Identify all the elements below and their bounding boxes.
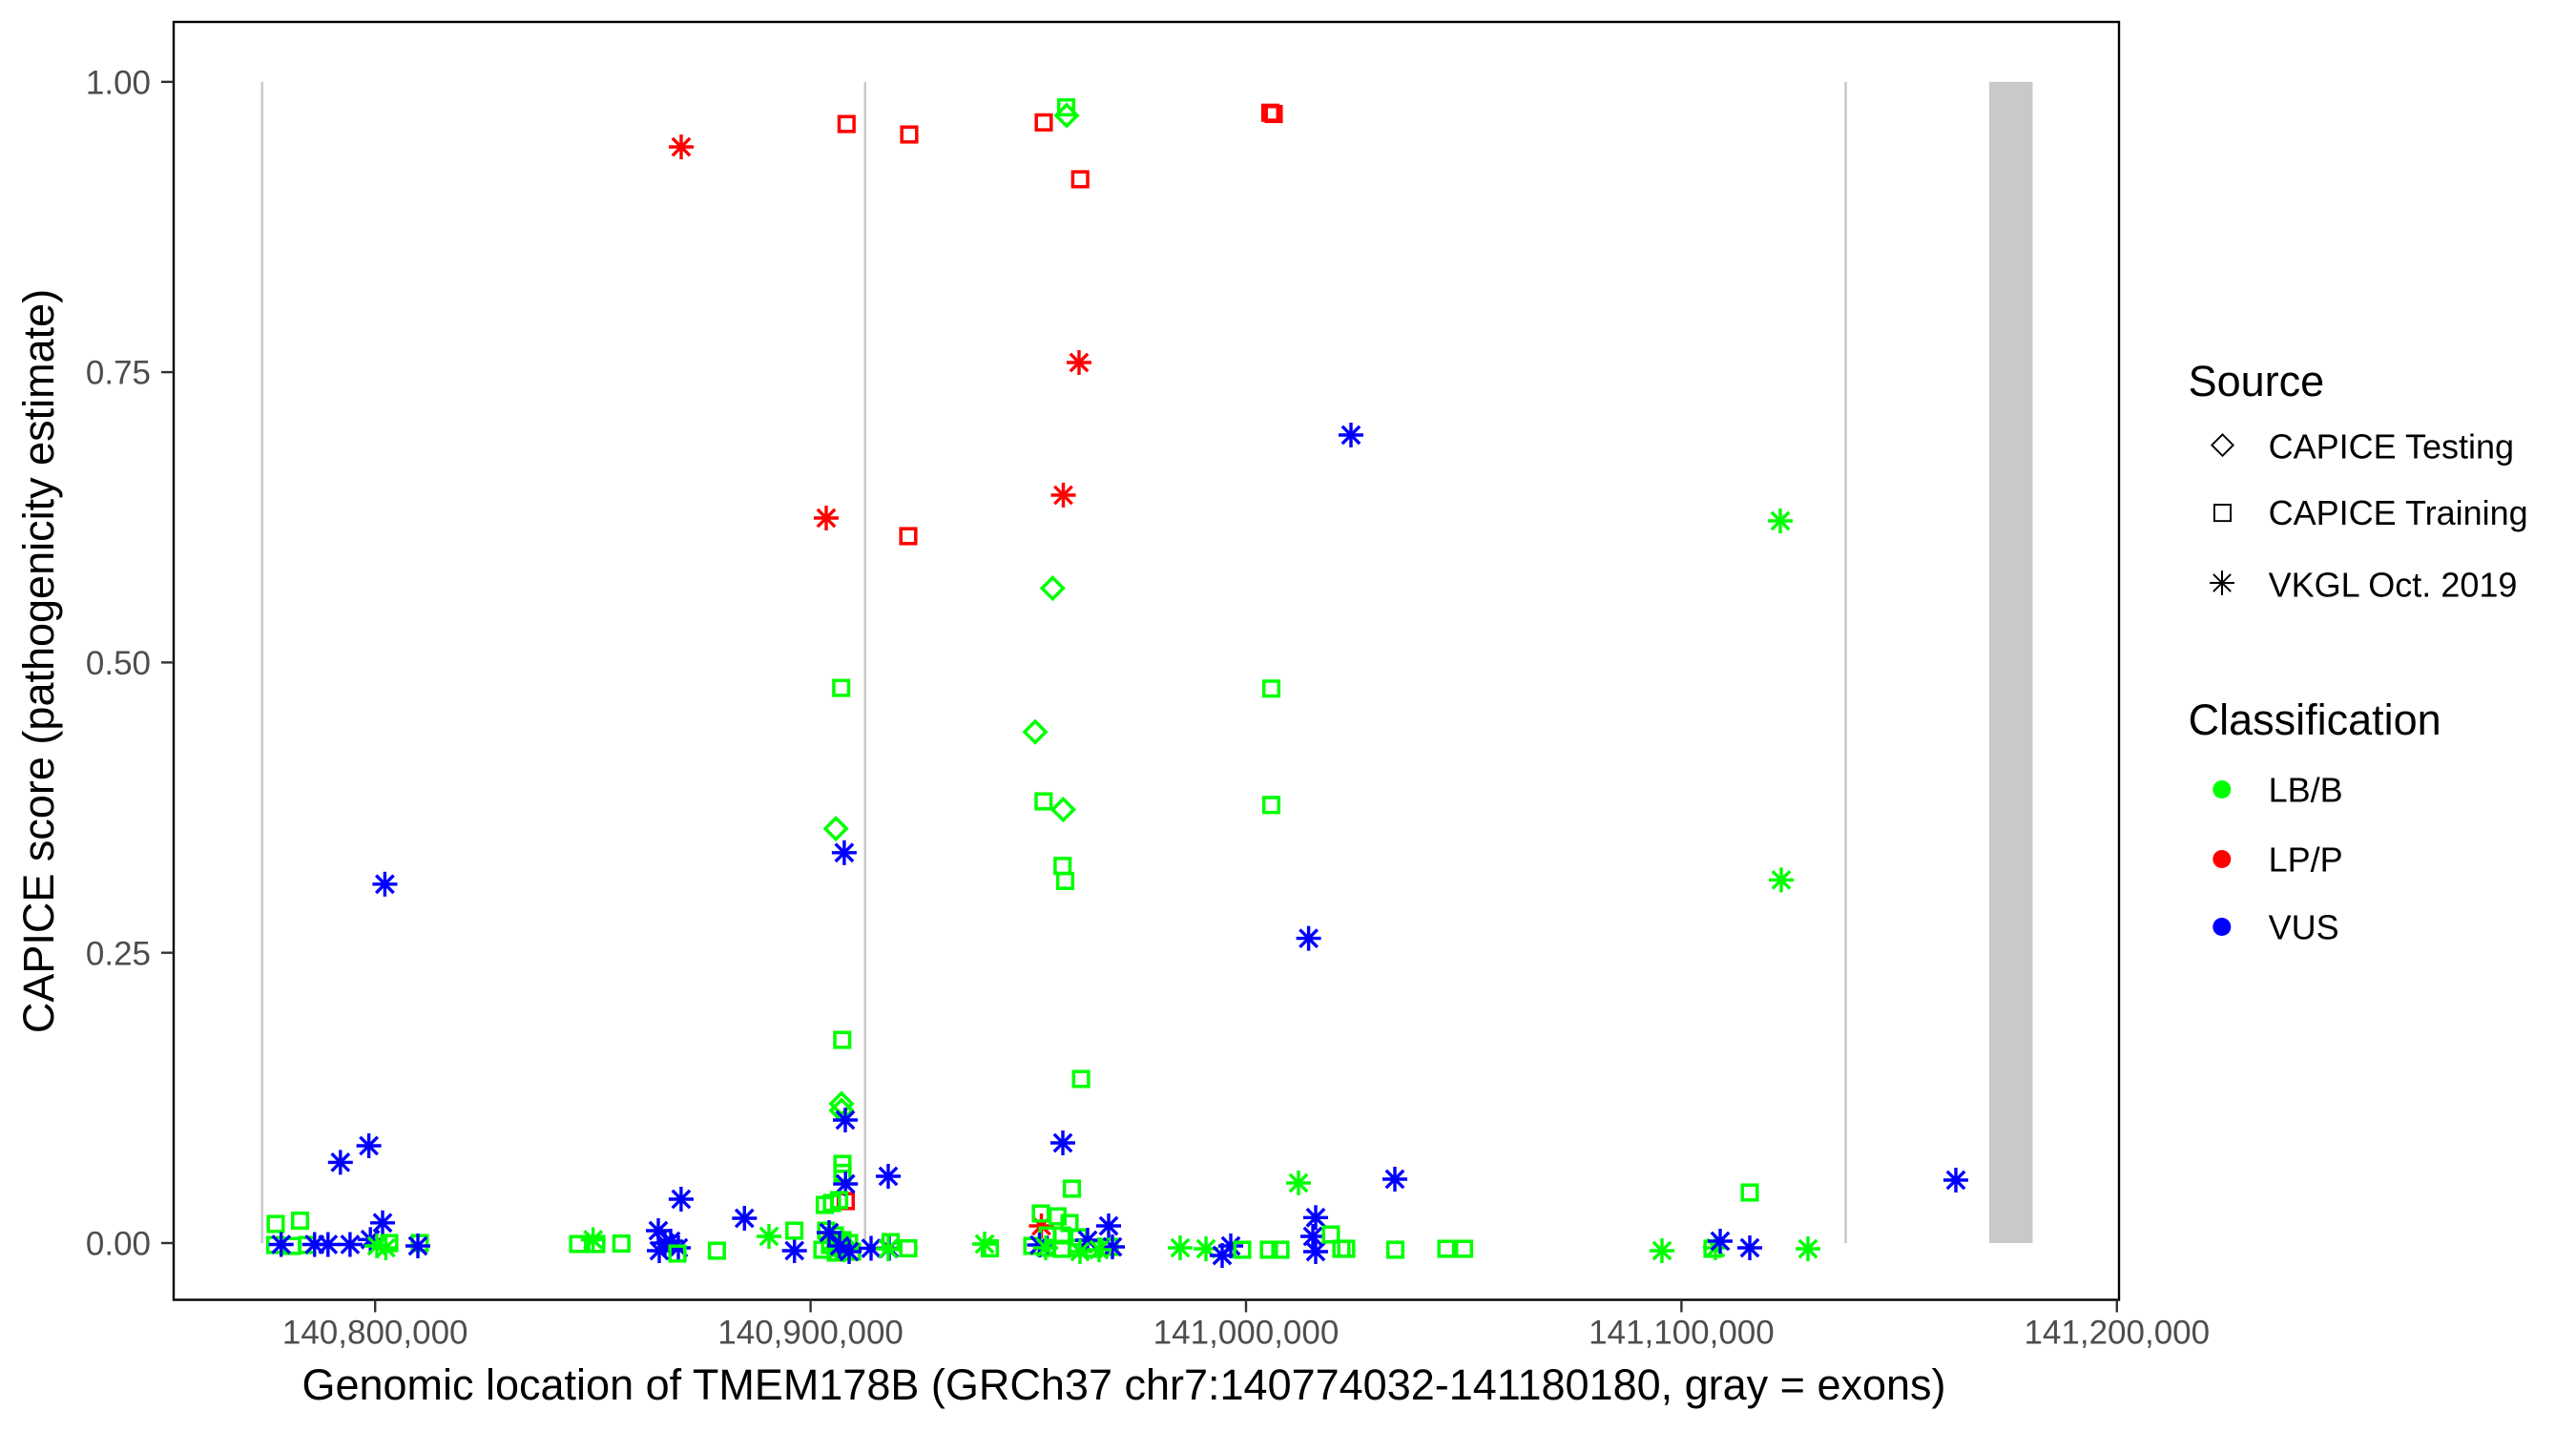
svg-text:141,000,000: 141,000,000 [1153,1315,1340,1352]
svg-text:Source: Source [2189,357,2325,405]
svg-text:0.75: 0.75 [86,355,151,392]
svg-text:CAPICE score (pathogenicity es: CAPICE score (pathogenicity estimate) [14,289,63,1033]
svg-text:140,900,000: 140,900,000 [717,1315,904,1352]
svg-text:LB/B: LB/B [2269,771,2343,810]
svg-text:0.25: 0.25 [86,935,151,972]
svg-text:141,200,000: 141,200,000 [2024,1315,2210,1352]
svg-text:0.50: 0.50 [86,645,151,682]
svg-text:VUS: VUS [2269,908,2339,947]
svg-text:VKGL Oct. 2019: VKGL Oct. 2019 [2269,566,2518,605]
svg-text:Classification: Classification [2189,695,2441,744]
svg-text:LP/P: LP/P [2269,840,2343,880]
svg-text:140,800,000: 140,800,000 [282,1315,468,1352]
svg-text:CAPICE Testing: CAPICE Testing [2269,426,2514,466]
svg-text:CAPICE Training: CAPICE Training [2269,493,2528,532]
svg-text:141,100,000: 141,100,000 [1589,1315,1775,1352]
svg-text:1.00: 1.00 [86,64,151,101]
svg-text:0.00: 0.00 [86,1226,151,1263]
svg-text:Genomic location of TMEM178B (: Genomic location of TMEM178B (GRCh37 chr… [301,1360,1945,1409]
